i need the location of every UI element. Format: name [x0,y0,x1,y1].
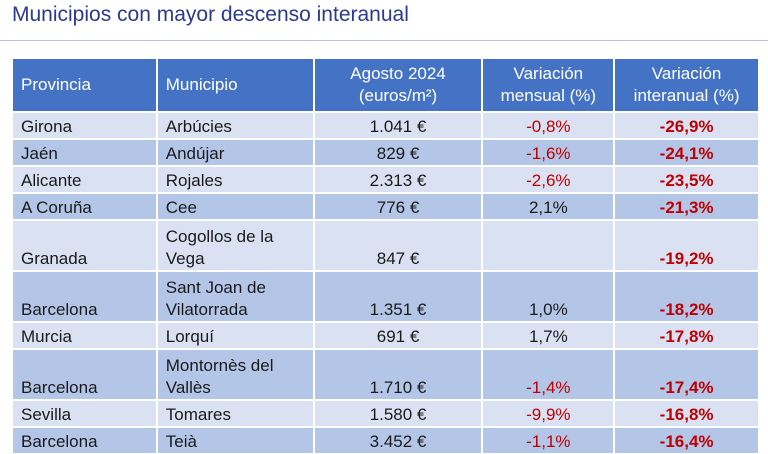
cell-yearly-change: -16,8% [614,400,759,427]
cell-provincia: Barcelona [12,427,157,454]
header-price: Agosto 2024 (euros/m²) [313,58,483,112]
header-monthly-change: Variación mensual (%) [482,58,615,112]
cell-monthly-change: -0,8% [482,112,615,139]
cell-price: 776 € [313,193,483,220]
header-yearly-change: Variación interanual (%) [614,58,759,112]
cell-provincia: A Coruña [12,193,157,220]
cell-provincia: Barcelona [12,349,157,400]
cell-municipio: Teià [156,427,314,454]
cell-price: 1.351 € [313,271,483,322]
header-provincia: Provincia [12,58,157,112]
table-row: Alicante Rojales 2.313 € -2,6% -23,5% [12,166,759,193]
cell-monthly-change [482,220,615,271]
municipalities-table: Provincia Municipio Agosto 2024 (euros/m²… [12,58,759,454]
cell-monthly-change: -1,4% [482,349,615,400]
cell-provincia: Sevilla [12,400,157,427]
cell-monthly-change: -1,1% [482,427,615,454]
table-row: Barcelona Teià 3.452 € -1,1% -16,4% [12,427,759,454]
table-header-row: Provincia Municipio Agosto 2024 (euros/m²… [12,58,759,112]
cell-provincia: Murcia [12,322,157,349]
cell-price: 1.041 € [313,112,483,139]
cell-yearly-change: -17,4% [614,349,759,400]
cell-provincia: Barcelona [12,271,157,322]
cell-monthly-change: -1,6% [482,139,615,166]
cell-yearly-change: -18,2% [614,271,759,322]
cell-yearly-change: -26,9% [614,112,759,139]
cell-yearly-change: -21,3% [614,193,759,220]
cell-price: 1.580 € [313,400,483,427]
cell-provincia: Jaén [12,139,157,166]
cell-monthly-change: 2,1% [482,193,615,220]
table-body: Girona Arbúcies 1.041 € -0,8% -26,9% Jaén Andú… [12,112,759,454]
cell-price: 691 € [313,322,483,349]
cell-municipio: Cogollos de la Vega [156,220,314,271]
cell-municipio: Arbúcies [156,112,314,139]
cell-municipio: Montornès del Vallès [156,349,314,400]
cell-yearly-change: -16,4% [614,427,759,454]
cell-price: 847 € [313,220,483,271]
table-row: Girona Arbúcies 1.041 € -0,8% -26,9% [12,112,759,139]
cell-yearly-change: -24,1% [614,139,759,166]
cell-yearly-change: -19,2% [614,220,759,271]
cell-price: 2.313 € [313,166,483,193]
cell-price: 3.452 € [313,427,483,454]
cell-municipio: Andújar [156,139,314,166]
header-municipio: Municipio [156,58,314,112]
page-title: Municipios con mayor descenso interanual [12,3,409,26]
table-row: Barcelona Sant Joan de Vilatorrada 1.351 €1… [12,271,759,322]
cell-monthly-change: -9,9% [482,400,615,427]
cell-municipio: Lorquí [156,322,314,349]
cell-provincia: Granada [12,220,157,271]
table-row: Barcelona Montornès del Vallès 1.710 € -1,4%… [12,349,759,400]
table-row: Sevilla Tomares 1.580 € -9,9% -16,8% [12,400,759,427]
cell-municipio: Sant Joan de Vilatorrada [156,271,314,322]
cell-municipio: Cee [156,193,314,220]
cell-municipio: Rojales [156,166,314,193]
table-row: Murcia Lorquí 691 €1,7% -17,8% [12,322,759,349]
cell-price: 1.710 € [313,349,483,400]
cell-yearly-change: -23,5% [614,166,759,193]
cell-monthly-change: -2,6% [482,166,615,193]
table-row: Granada Cogollos de la Vega 847 € -19,2% [12,220,759,271]
cell-yearly-change: -17,8% [614,322,759,349]
cell-provincia: Alicante [12,166,157,193]
table-row: A Coruña Cee 776 €2,1% -21,3% [12,193,759,220]
title-divider [0,40,768,41]
table-row: Jaén Andújar 829 € -1,6% -24,1% [12,139,759,166]
cell-municipio: Tomares [156,400,314,427]
cell-price: 829 € [313,139,483,166]
cell-provincia: Girona [12,112,157,139]
cell-monthly-change: 1,7% [482,322,615,349]
cell-monthly-change: 1,0% [482,271,615,322]
